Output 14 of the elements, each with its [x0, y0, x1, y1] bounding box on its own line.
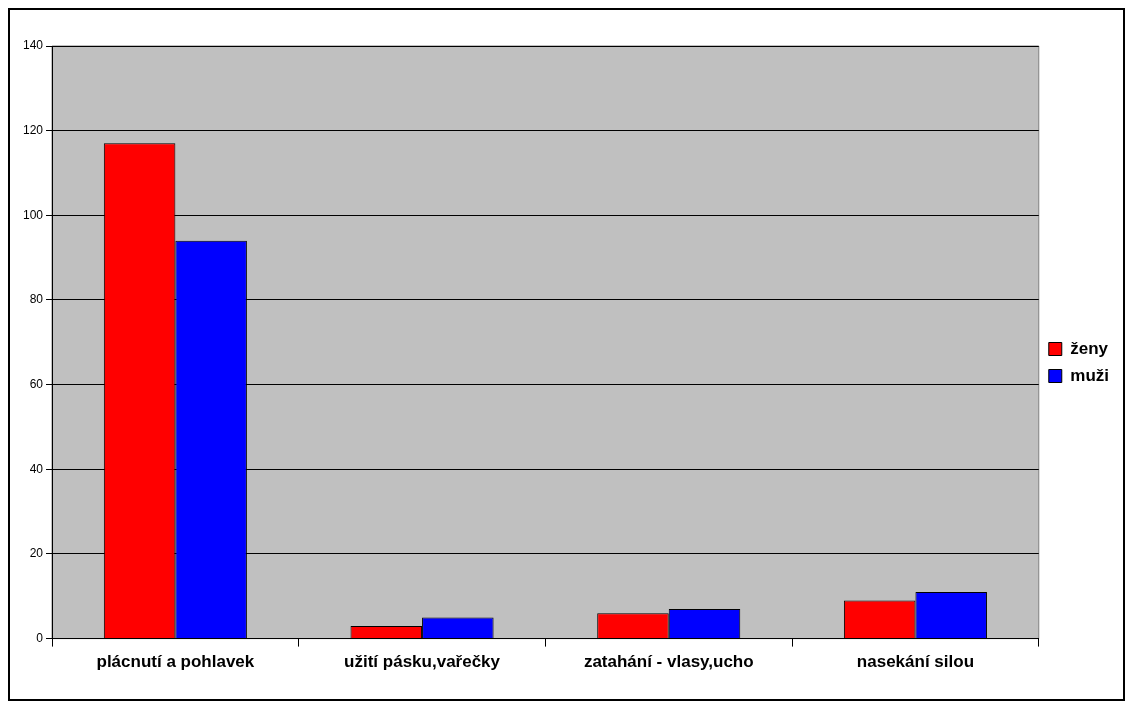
y-tick-label: 80 [29, 292, 44, 307]
legend-label: ženy [1070, 338, 1109, 358]
y-tick-label: 60 [29, 376, 44, 391]
x-tick-label: nasekání silou [856, 652, 975, 672]
y-tick-label: 100 [22, 207, 44, 222]
x-tick-label: užití pásku,vařečky [344, 652, 501, 672]
x-tick-label: zatahání - vlasy,ucho [583, 652, 754, 672]
y-tick-label: 120 [22, 122, 44, 137]
x-tick-label: plácnutí a pohlavek [96, 652, 255, 672]
y-tick-label: 0 [36, 630, 44, 645]
legend-label: muži [1070, 365, 1110, 385]
y-tick-label: 40 [29, 461, 44, 476]
y-tick-label: 20 [29, 546, 44, 561]
y-tick-label: 140 [22, 38, 44, 53]
